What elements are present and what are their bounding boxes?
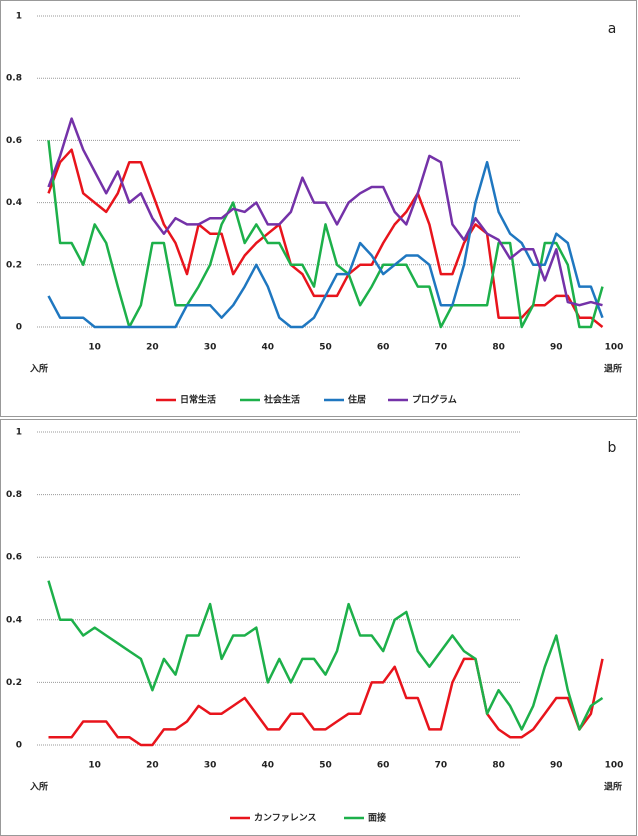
- legend-label: プログラム: [412, 394, 457, 406]
- y-tick-label: 0: [16, 323, 22, 333]
- panel-border: [0, 0, 637, 417]
- x-tick-label: 20: [146, 343, 159, 353]
- x-tick-label: 60: [377, 343, 390, 353]
- x-tick-label: 20: [146, 761, 159, 771]
- x-tick-label: 40: [262, 761, 275, 771]
- x-tick-label: 10: [88, 761, 101, 771]
- data-line: [47, 148, 604, 328]
- data-line: [48, 657, 604, 747]
- y-tick-label: 0.4: [6, 198, 22, 208]
- y-tick-label: 0: [16, 741, 22, 751]
- x-tick-label: 40: [262, 343, 275, 353]
- data-line: [47, 580, 604, 731]
- legend-label: 面接: [368, 812, 386, 824]
- x-tick-label: 30: [204, 343, 217, 353]
- panel-letter: a: [608, 21, 617, 37]
- x-tick-label: 80: [492, 761, 505, 771]
- x-tick-label: 90: [550, 343, 563, 353]
- x-tick-label: 30: [204, 761, 217, 771]
- x-tick-label: 50: [319, 343, 332, 353]
- data-line: [47, 160, 604, 329]
- y-tick-label: 1: [16, 12, 22, 22]
- end-label: 退所: [604, 363, 622, 375]
- x-tick-label: 100: [605, 761, 624, 771]
- legend-label: 住居: [348, 394, 366, 406]
- y-tick-label: 0.8: [6, 490, 22, 500]
- x-tick-label: 90: [550, 761, 563, 771]
- y-tick-label: 0.6: [6, 136, 22, 146]
- y-tick-label: 0.8: [6, 74, 22, 84]
- start-label: 入所: [29, 363, 48, 375]
- x-tick-label: 100: [605, 343, 624, 353]
- x-tick-label: 60: [377, 761, 390, 771]
- data-line: [47, 117, 603, 307]
- x-tick-label: 70: [435, 343, 448, 353]
- y-tick-label: 1: [16, 428, 22, 438]
- panel-letter: b: [608, 440, 617, 456]
- end-label: 退所: [604, 781, 622, 793]
- y-tick-label: 0.6: [6, 553, 22, 563]
- y-tick-label: 0.2: [6, 678, 22, 688]
- data-line: [47, 140, 604, 329]
- y-tick-label: 0.4: [6, 615, 22, 625]
- legend-label: 日常生活: [180, 394, 216, 406]
- legend-label: カンファレンス: [254, 813, 317, 824]
- x-tick-label: 10: [88, 343, 101, 353]
- x-tick-label: 50: [319, 761, 332, 771]
- y-tick-label: 0.2: [6, 260, 22, 270]
- x-tick-label: 70: [435, 761, 448, 771]
- x-tick-label: 80: [492, 343, 505, 353]
- legend-label: 社会生活: [263, 394, 300, 406]
- start-label: 入所: [29, 781, 48, 793]
